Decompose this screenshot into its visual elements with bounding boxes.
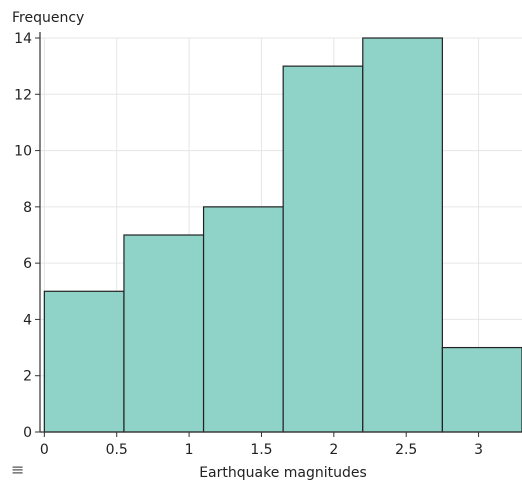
y-tick-label: 0 bbox=[23, 425, 32, 441]
y-tick-label: 2 bbox=[23, 369, 32, 385]
histogram-bar bbox=[202, 206, 284, 433]
x-tick-label: 0 bbox=[40, 442, 49, 458]
tick-labels: 0 2 4 6 8 10 12 14 0 0.5 1 1.5 2 2.5 3 bbox=[14, 31, 483, 458]
y-tick-label: 10 bbox=[14, 144, 32, 160]
axes bbox=[35, 32, 522, 437]
y-tick-label: 6 bbox=[23, 256, 32, 272]
histogram-bar bbox=[282, 65, 364, 433]
y-tick-label: 4 bbox=[23, 312, 32, 328]
y-tick-label: 12 bbox=[14, 87, 32, 103]
x-tick-label: 1 bbox=[185, 442, 194, 458]
x-tick-label: 1.5 bbox=[250, 442, 272, 458]
x-tick-label: 0.5 bbox=[106, 442, 128, 458]
histogram-bar bbox=[123, 234, 205, 433]
x-tick-label: 2.5 bbox=[395, 442, 417, 458]
x-axis-title: Earthquake magnitudes bbox=[199, 465, 367, 481]
y-tick-label: 14 bbox=[14, 31, 32, 47]
histogram-bar bbox=[43, 290, 125, 433]
histogram-bar bbox=[362, 37, 443, 433]
y-tick-label: 8 bbox=[23, 200, 32, 216]
bars bbox=[43, 37, 522, 433]
x-tick-label: 3 bbox=[474, 442, 483, 458]
y-axis-title: Frequency bbox=[12, 10, 84, 26]
x-tick-label: 2 bbox=[329, 442, 338, 458]
histogram-bar bbox=[441, 346, 522, 433]
menu-icon[interactable]: ≡ bbox=[11, 460, 25, 479]
